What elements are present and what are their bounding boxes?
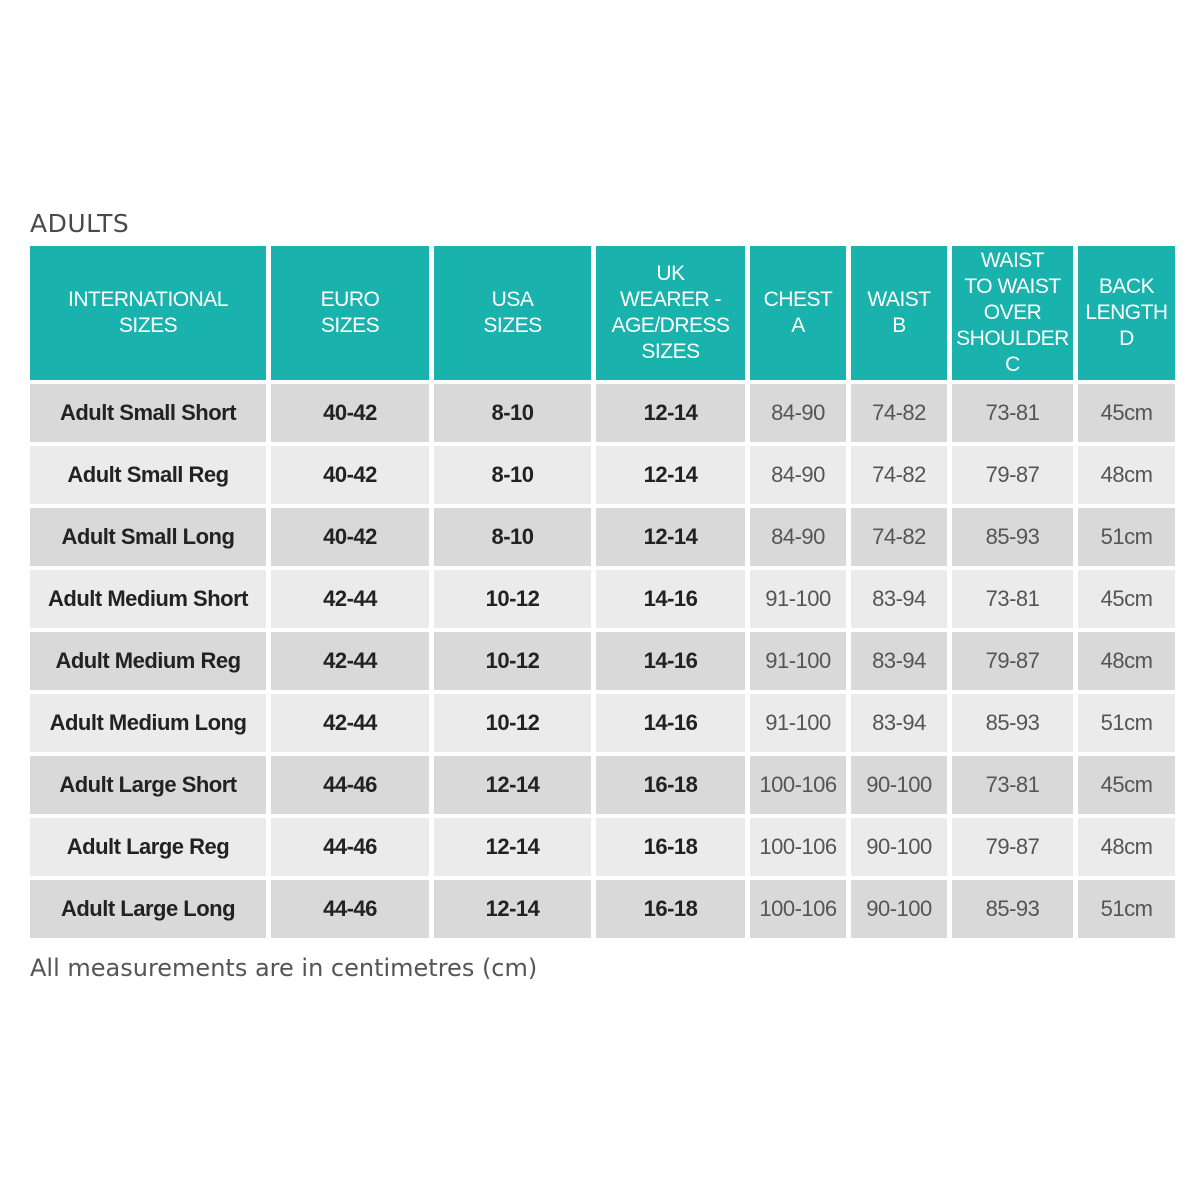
header-waist: WAIST B — [851, 246, 947, 380]
cell-international-size: Adult Small Reg — [30, 446, 266, 504]
header-uk-sizes: UK WEARER - AGE/DRESS SIZES — [596, 246, 745, 380]
cell-international-size: Adult Large Reg — [30, 818, 266, 876]
cell-waist: 74-82 — [851, 508, 947, 566]
cell-uk-size: 12-14 — [596, 446, 745, 504]
cell-international-size: Adult Medium Reg — [30, 632, 266, 690]
table-row: Adult Medium Reg 42-44 10-12 14-16 91-100 83-… — [30, 632, 1175, 690]
cell-back-length: 51cm — [1078, 694, 1175, 752]
cell-uk-size: 14-16 — [596, 632, 745, 690]
cell-usa-size: 10-12 — [434, 632, 591, 690]
cell-chest: 91-100 — [750, 694, 846, 752]
cell-uk-size: 12-14 — [596, 384, 745, 442]
section-title: ADULTS — [30, 209, 130, 238]
cell-back-length: 48cm — [1078, 818, 1175, 876]
cell-usa-size: 8-10 — [434, 508, 591, 566]
table-row: Adult Small Short 40-42 8-10 12-14 84-90 74-8… — [30, 384, 1175, 442]
cell-waist: 83-94 — [851, 694, 947, 752]
cell-chest: 91-100 — [750, 632, 846, 690]
cell-euro-size: 42-44 — [271, 632, 429, 690]
cell-international-size: Adult Small Long — [30, 508, 266, 566]
cell-usa-size: 10-12 — [434, 570, 591, 628]
cell-waist: 83-94 — [851, 632, 947, 690]
cell-euro-size: 44-46 — [271, 818, 429, 876]
table-row: Adult Small Reg 40-42 8-10 12-14 84-90 74-82 7… — [30, 446, 1175, 504]
cell-uk-size: 16-18 — [596, 880, 745, 938]
cell-usa-size: 12-14 — [434, 818, 591, 876]
cell-back-length: 45cm — [1078, 570, 1175, 628]
cell-international-size: Adult Medium Short — [30, 570, 266, 628]
cell-usa-size: 10-12 — [434, 694, 591, 752]
header-usa-sizes: USA SIZES — [434, 246, 591, 380]
footnote: All measurements are in centimetres (cm) — [30, 954, 538, 982]
cell-waist: 90-100 — [851, 756, 947, 814]
cell-usa-size: 12-14 — [434, 756, 591, 814]
cell-international-size: Adult Medium Long — [30, 694, 266, 752]
cell-back-length: 45cm — [1078, 756, 1175, 814]
cell-chest: 100-106 — [750, 756, 846, 814]
cell-waist-to-waist: 85-93 — [952, 694, 1073, 752]
cell-waist-to-waist: 73-81 — [952, 756, 1073, 814]
header-chest: CHEST A — [750, 246, 846, 380]
cell-uk-size: 16-18 — [596, 756, 745, 814]
cell-waist: 83-94 — [851, 570, 947, 628]
cell-uk-size: 16-18 — [596, 818, 745, 876]
table-row: Adult Large Short 44-46 12-14 16-18 100-106 9… — [30, 756, 1175, 814]
cell-chest: 100-106 — [750, 818, 846, 876]
table-row: Adult Large Reg 44-46 12-14 16-18 100-106 90-… — [30, 818, 1175, 876]
cell-waist: 90-100 — [851, 818, 947, 876]
cell-waist-to-waist: 79-87 — [952, 632, 1073, 690]
cell-euro-size: 40-42 — [271, 384, 429, 442]
cell-waist-to-waist: 85-93 — [952, 880, 1073, 938]
cell-euro-size: 44-46 — [271, 756, 429, 814]
header-international-sizes: INTERNATIONAL SIZES — [30, 246, 266, 380]
cell-waist: 74-82 — [851, 384, 947, 442]
cell-back-length: 48cm — [1078, 632, 1175, 690]
cell-chest: 84-90 — [750, 508, 846, 566]
cell-usa-size: 8-10 — [434, 446, 591, 504]
cell-back-length: 51cm — [1078, 508, 1175, 566]
cell-chest: 100-106 — [750, 880, 846, 938]
cell-chest: 91-100 — [750, 570, 846, 628]
cell-waist-to-waist: 85-93 — [952, 508, 1073, 566]
cell-euro-size: 42-44 — [271, 694, 429, 752]
cell-uk-size: 14-16 — [596, 694, 745, 752]
cell-euro-size: 40-42 — [271, 508, 429, 566]
table-body: Adult Small Short 40-42 8-10 12-14 84-90 74-8… — [30, 384, 1175, 938]
header-row: INTERNATIONAL SIZES EURO SIZES USA SIZES… — [30, 246, 1175, 380]
cell-usa-size: 8-10 — [434, 384, 591, 442]
cell-euro-size: 44-46 — [271, 880, 429, 938]
cell-euro-size: 42-44 — [271, 570, 429, 628]
cell-uk-size: 14-16 — [596, 570, 745, 628]
cell-chest: 84-90 — [750, 446, 846, 504]
cell-back-length: 45cm — [1078, 384, 1175, 442]
cell-uk-size: 12-14 — [596, 508, 745, 566]
cell-waist-to-waist: 73-81 — [952, 384, 1073, 442]
cell-waist: 74-82 — [851, 446, 947, 504]
table-row: Adult Small Long 40-42 8-10 12-14 84-90 74-82… — [30, 508, 1175, 566]
table-row: Adult Large Long 44-46 12-14 16-18 100-106 90… — [30, 880, 1175, 938]
header-waist-to-waist: WAIST TO WAIST OVER SHOULDER C — [952, 246, 1073, 380]
size-chart-table: INTERNATIONAL SIZES EURO SIZES USA SIZES… — [25, 242, 1180, 942]
table-row: Adult Medium Short 42-44 10-12 14-16 91-100 8… — [30, 570, 1175, 628]
table-row: Adult Medium Long 42-44 10-12 14-16 91-100 83… — [30, 694, 1175, 752]
cell-chest: 84-90 — [750, 384, 846, 442]
cell-back-length: 51cm — [1078, 880, 1175, 938]
cell-waist-to-waist: 73-81 — [952, 570, 1073, 628]
cell-international-size: Adult Large Long — [30, 880, 266, 938]
cell-waist-to-waist: 79-87 — [952, 818, 1073, 876]
cell-international-size: Adult Large Short — [30, 756, 266, 814]
cell-euro-size: 40-42 — [271, 446, 429, 504]
cell-usa-size: 12-14 — [434, 880, 591, 938]
cell-international-size: Adult Small Short — [30, 384, 266, 442]
cell-waist: 90-100 — [851, 880, 947, 938]
cell-waist-to-waist: 79-87 — [952, 446, 1073, 504]
cell-back-length: 48cm — [1078, 446, 1175, 504]
header-back-length: BACK LENGTH D — [1078, 246, 1175, 380]
header-euro-sizes: EURO SIZES — [271, 246, 429, 380]
